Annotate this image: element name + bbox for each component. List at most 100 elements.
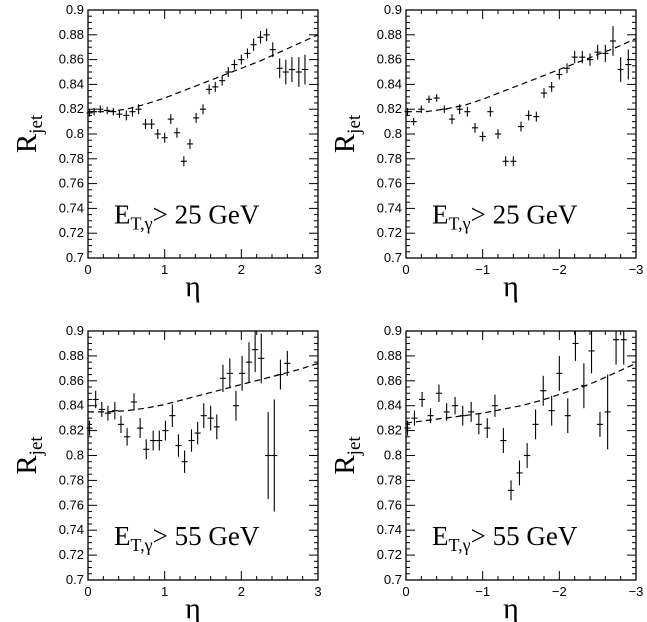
data-point [288, 57, 295, 82]
data-point [212, 81, 219, 92]
x-tick-label: 1 [161, 262, 168, 277]
y-tick-label: 0.9 [66, 2, 84, 17]
data-point [425, 95, 433, 103]
y-tick-label: 0.84 [377, 398, 402, 413]
data-point [284, 350, 291, 376]
y-axis-label-main: R [329, 455, 361, 475]
data-point [443, 403, 450, 421]
x-tick-label: 0 [402, 262, 409, 277]
x-tick-label: 3 [314, 584, 321, 599]
cut-annotation: ET,γ> 25 GeV [432, 199, 578, 233]
panel-top-left: 0.7 0.72 0.74 0.76 0.78 0.8 0.82 0.84 0.86 0.88 0.… [11, 2, 322, 303]
data-point [479, 131, 486, 142]
data-point [250, 38, 257, 51]
data-point [301, 54, 309, 85]
x-axis-label: η [185, 592, 201, 622]
data-point [181, 450, 188, 473]
y-axis-label-main: R [11, 133, 43, 153]
data-point [154, 129, 161, 139]
cut-annotation-main: E [432, 521, 449, 551]
data-point [419, 392, 426, 407]
data-point [556, 69, 563, 80]
y-axis-label: Rjet [11, 114, 47, 153]
data-point [609, 26, 617, 56]
y-tick-label: 0.86 [59, 52, 84, 67]
cut-annotation-main: E [114, 199, 131, 229]
x-tick-label: −1 [475, 262, 490, 277]
data-point [161, 132, 168, 143]
y-tick-label: 0.8 [384, 448, 402, 463]
data-point [586, 53, 594, 66]
y-tick-label: 0.86 [377, 52, 402, 67]
x-tick-label: 2 [238, 584, 245, 599]
y-tick-label: 0.88 [59, 27, 84, 42]
data-point [295, 57, 302, 87]
data-point [459, 405, 466, 426]
data-point [150, 430, 157, 451]
data-point [269, 42, 276, 58]
data-point [448, 114, 456, 125]
data-point [625, 49, 632, 80]
y-axis-label-text: Rjet [329, 114, 365, 153]
data-point [206, 84, 213, 95]
data-point [556, 355, 563, 391]
y-axis-label-text: Rjet [11, 436, 47, 475]
data-point [123, 110, 130, 121]
data-point [411, 410, 418, 426]
cut-annotation: ET,γ> 55 GeV [114, 521, 260, 555]
data-point [580, 363, 587, 409]
y-tick-label: 0.88 [377, 348, 402, 363]
y-axis-label-text: Rjet [11, 114, 47, 153]
y-tick-label: 0.7 [66, 250, 84, 265]
panel-top-right: 0.7 0.72 0.74 0.76 0.78 0.8 0.82 0.84 0.86 0.88 0.… [329, 2, 643, 303]
data-point [104, 106, 111, 115]
y-tick-label: 0.72 [377, 547, 402, 562]
y-axis-label-main: R [329, 133, 361, 153]
data-point [484, 418, 491, 439]
data-point [186, 138, 194, 149]
cut-annotation-main: E [432, 199, 449, 229]
data-point [129, 106, 136, 117]
data-point [257, 31, 264, 44]
data-point [231, 59, 238, 70]
data-point [91, 107, 98, 116]
y-axis-label-sub: jet [26, 114, 47, 135]
data-point [162, 420, 169, 441]
y-tick-label: 0.74 [377, 522, 402, 537]
y-tick-label: 0.7 [66, 572, 84, 587]
data-point [572, 331, 579, 361]
x-tick-label: 0 [84, 262, 91, 277]
data-point [563, 63, 571, 74]
y-tick-label: 0.84 [377, 76, 402, 91]
data-point [532, 409, 539, 440]
y-tick-label: 0.78 [59, 472, 84, 487]
data-point [456, 104, 463, 115]
data-point [124, 428, 131, 446]
data-point [175, 434, 182, 457]
data-point [193, 112, 200, 123]
data-point [404, 107, 411, 116]
x-tick-label: −3 [629, 262, 644, 277]
data-point [475, 414, 482, 435]
cut-annotation-sub: T,γ [449, 535, 471, 555]
data-point [148, 119, 155, 130]
y-tick-label: 0.9 [384, 323, 402, 338]
data-point [258, 333, 265, 384]
y-tick-label: 0.76 [377, 497, 402, 512]
data-point [533, 111, 540, 122]
data-point [238, 54, 245, 65]
y-tick-label: 0.82 [377, 101, 402, 116]
y-tick-label: 0.72 [59, 547, 84, 562]
y-tick-label: 0.72 [59, 225, 84, 240]
x-tick-label: 0 [402, 584, 409, 599]
y-tick-label: 0.8 [384, 126, 402, 141]
data-point [418, 105, 425, 113]
data-point [143, 439, 150, 460]
y-tick-label: 0.86 [377, 373, 402, 388]
dashed-curve [406, 37, 637, 113]
data-point [207, 405, 214, 431]
x-axis-label: η [503, 270, 519, 303]
cut-annotation: ET,γ> 55 GeV [432, 521, 578, 555]
cut-annotation-sub: T,γ [131, 535, 153, 555]
